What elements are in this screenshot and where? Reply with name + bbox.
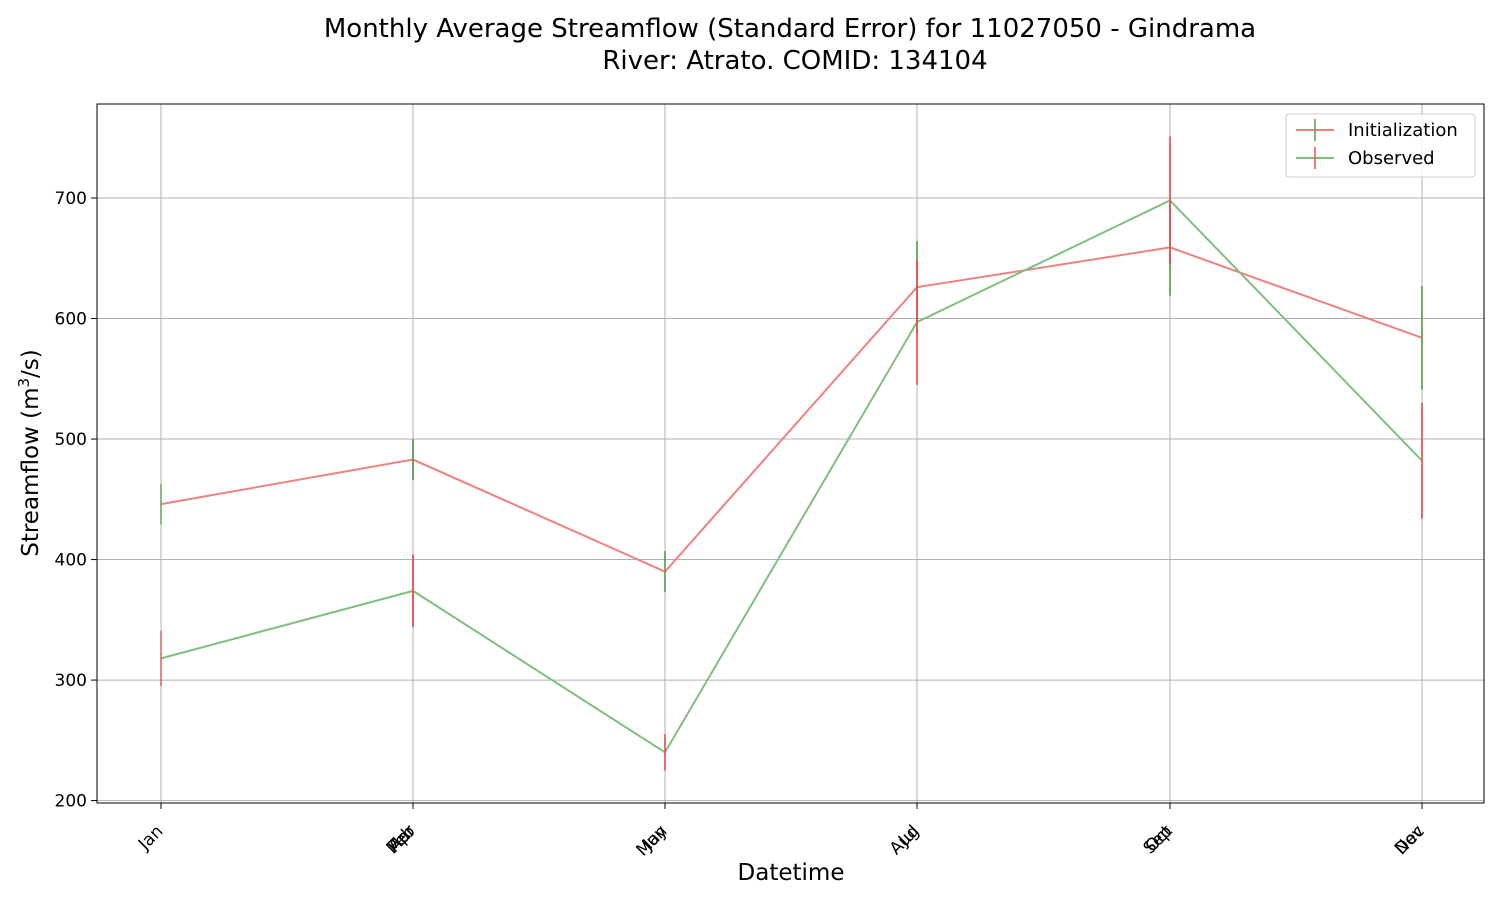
y-tick-label: 700 [55, 189, 87, 209]
legend-label-observed: Observed [1348, 148, 1435, 169]
plot-frame [96, 103, 1485, 804]
y-axis-label: Streamflow (m3/s) [15, 349, 44, 557]
grid-lines [97, 104, 1484, 803]
series-line-initialization [160, 246, 1423, 573]
x-tick-label-dec: Dec [1391, 821, 1428, 858]
chart-subtitle: River: Atrato. COMID: 134104 [602, 46, 987, 76]
legend-entry-initialization: Initialization [1296, 119, 1458, 141]
y-tick-label: 400 [55, 551, 87, 571]
series-line-observed [160, 199, 1423, 754]
x-tick-label-aug: Aug [886, 821, 924, 859]
y-tick-label: 500 [55, 430, 87, 450]
y-tick-label: 600 [55, 310, 87, 330]
x-axis-label: Datetime [738, 860, 845, 886]
y-axis-label-main: Streamflow (m [18, 387, 44, 556]
y-axis-label-tail: /s) [18, 349, 44, 378]
legend: Initialization Observed [1285, 113, 1476, 178]
y-axis-label-sup: 3 [15, 378, 33, 388]
legend-entry-observed: Observed [1296, 147, 1435, 169]
legend-label-initialization: Initialization [1348, 120, 1458, 141]
y-tick-label: 300 [55, 671, 87, 691]
x-tick-label-jan: Jan [134, 821, 167, 854]
y-tick-label: 200 [55, 792, 87, 812]
series-layer [160, 136, 1423, 771]
chart-title: Monthly Average Streamflow (Standard Err… [324, 14, 1256, 44]
